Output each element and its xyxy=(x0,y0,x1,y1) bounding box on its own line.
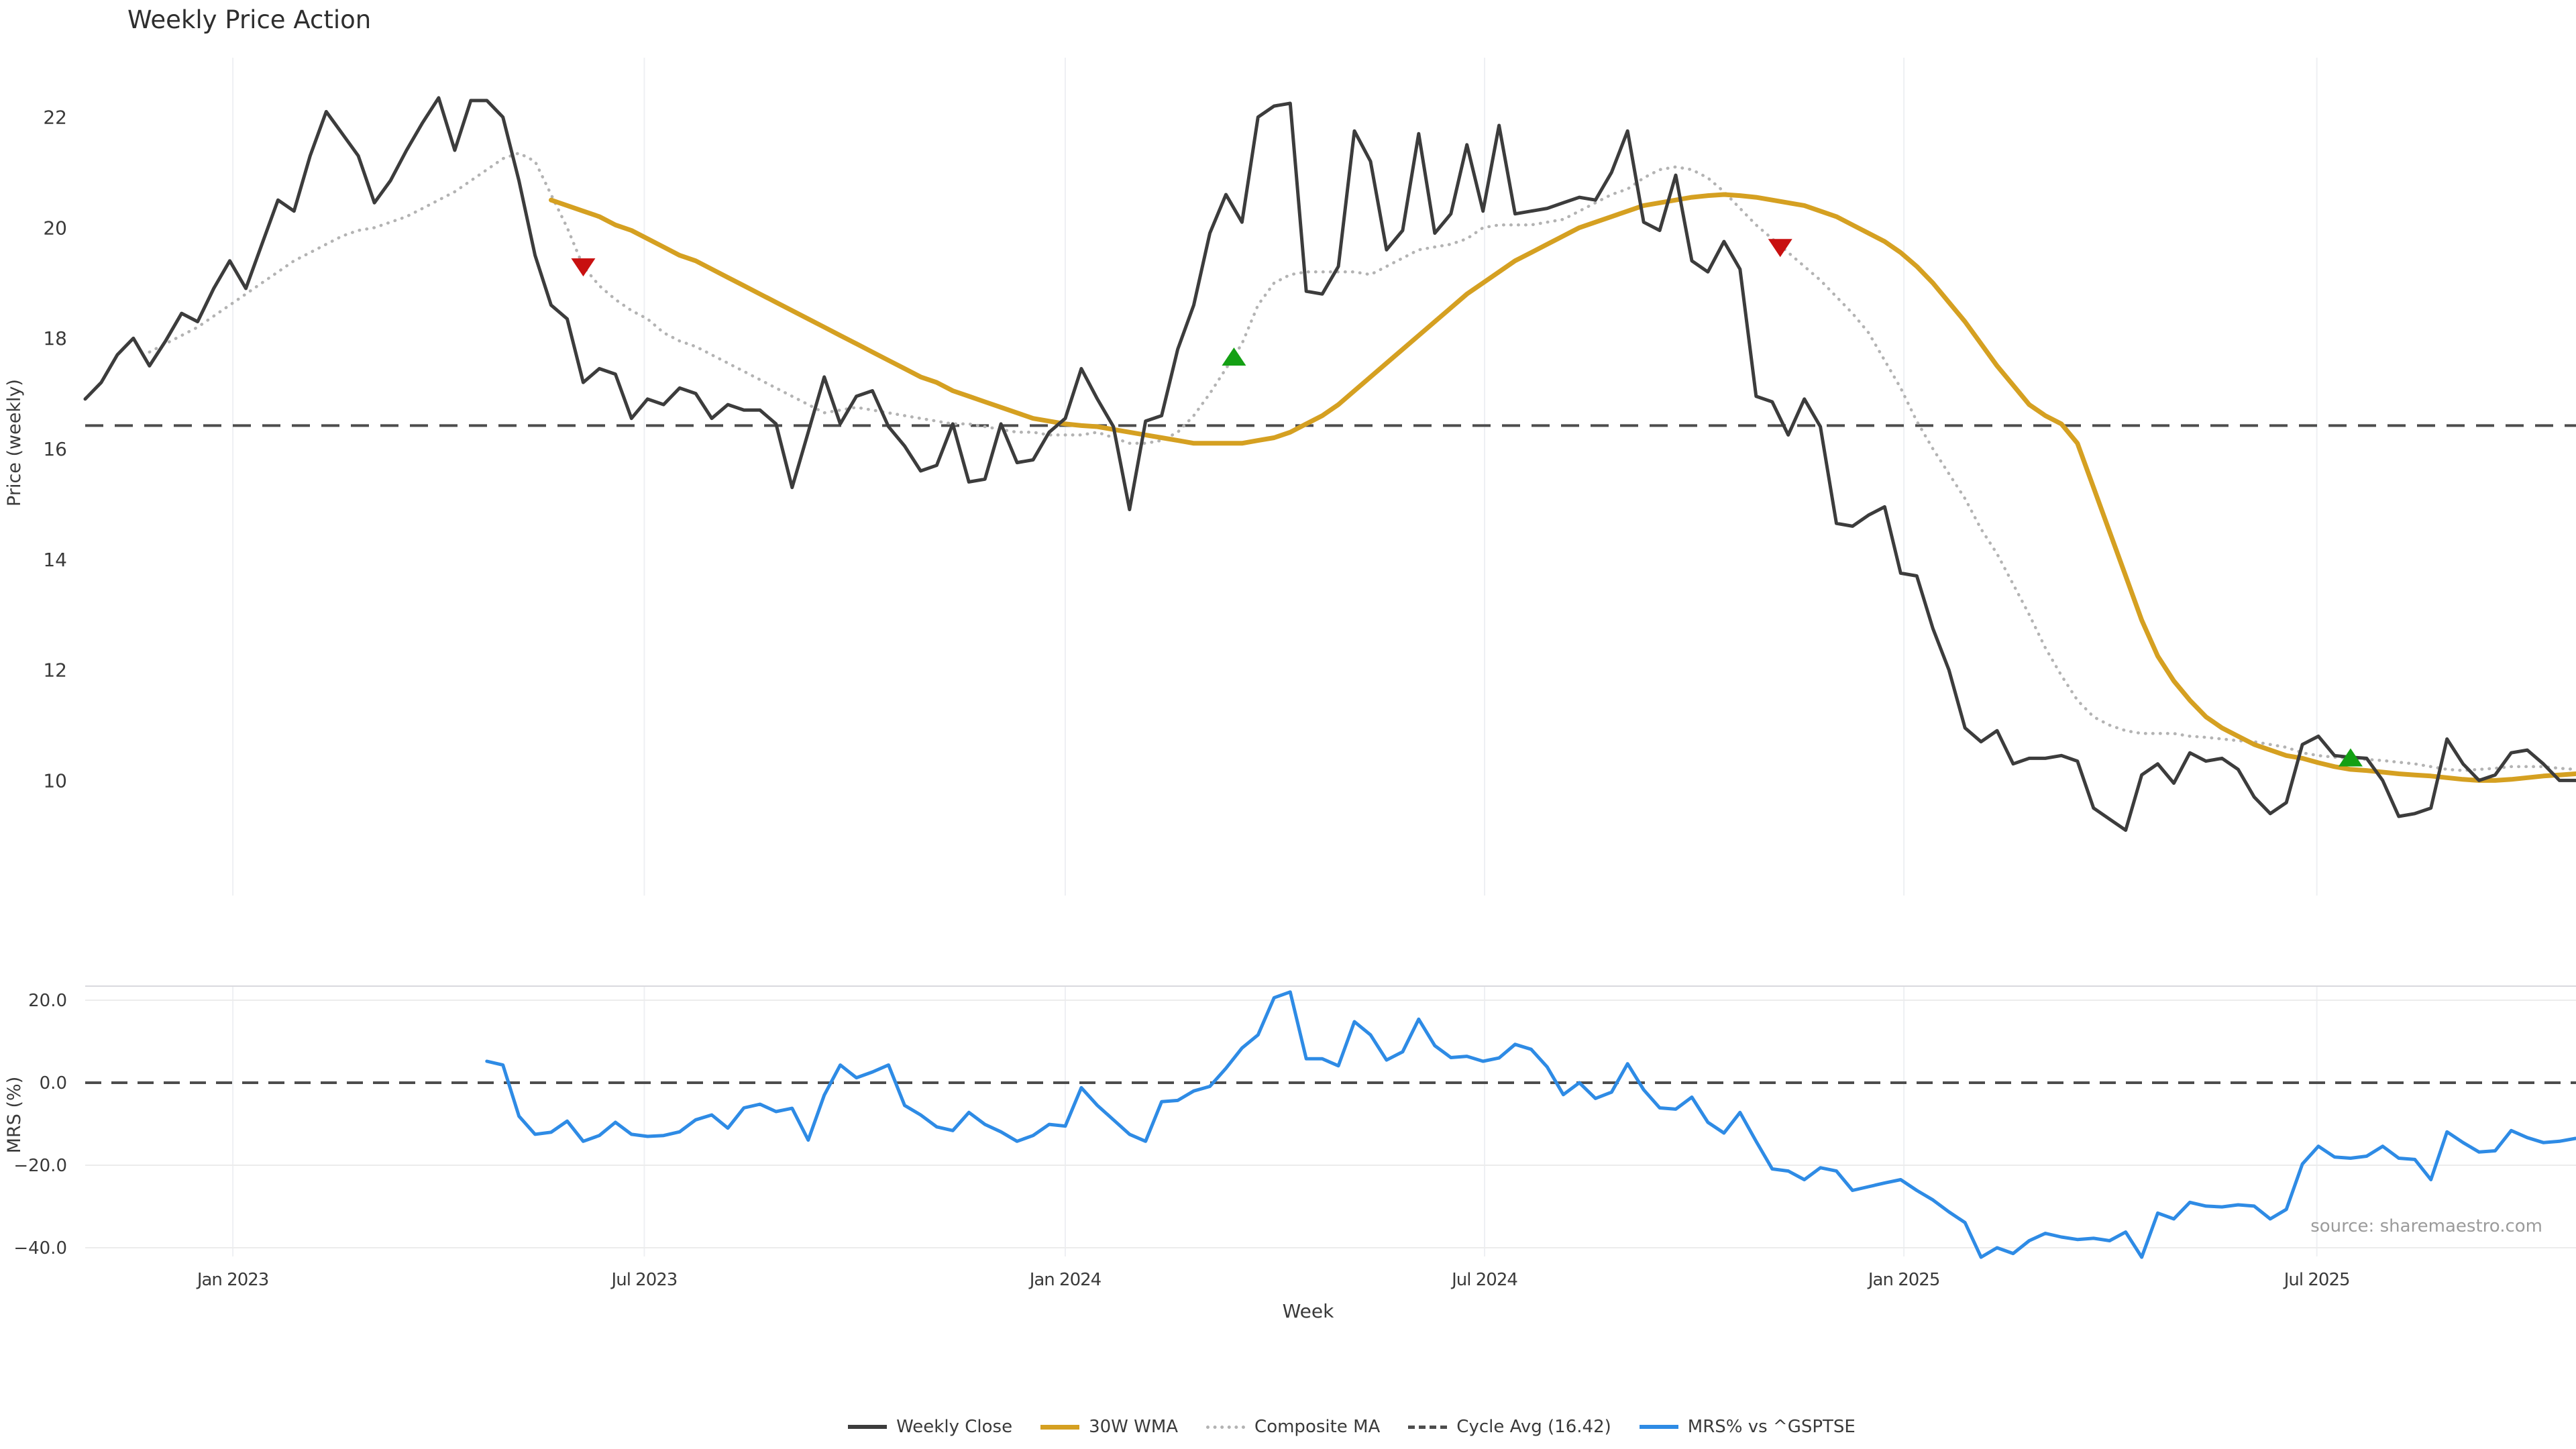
legend-item-cycle-avg: Cycle Avg (16.42) xyxy=(1408,1417,1611,1437)
mrs-line xyxy=(485,990,2576,1259)
x-tick-label: Jul 2025 xyxy=(2283,1270,2350,1290)
wma-line-swatch-icon xyxy=(1040,1424,1080,1430)
price-ytick-label: 10 xyxy=(43,769,67,792)
legend-label: Cycle Avg (16.42) xyxy=(1456,1417,1611,1437)
sell-signal-marker-icon xyxy=(1768,239,1792,258)
legend-label: Weekly Close xyxy=(896,1417,1013,1437)
legend-label: MRS% vs ^GSPTSE xyxy=(1687,1417,1856,1437)
weekly-close-line xyxy=(83,96,2576,833)
legend-label: 30W WMA xyxy=(1089,1417,1179,1437)
mrs-ytick-label: 0.0 xyxy=(40,1073,67,1093)
legend-item-mrs: MRS% vs ^GSPTSE xyxy=(1639,1417,1856,1437)
source-annotation: source: sharemaestro.com xyxy=(2310,1216,2542,1236)
chart-title: Weekly Price Action xyxy=(127,5,372,34)
buy-signal-marker-icon xyxy=(1222,347,1246,366)
price-ytick-label: 14 xyxy=(43,549,67,571)
mrs-ytick-label: 20.0 xyxy=(28,991,67,1011)
composite-ma-swatch-icon xyxy=(1206,1425,1246,1429)
x-axis-label: Week xyxy=(1283,1300,1334,1322)
x-tick-label: Jan 2024 xyxy=(1028,1270,1102,1290)
mrs-line-swatch-icon xyxy=(1639,1425,1678,1429)
mrs-ytick-label: −20.0 xyxy=(13,1156,67,1176)
x-tick-label: Jan 2025 xyxy=(1867,1270,1940,1290)
price-ytick-label: 12 xyxy=(43,659,67,682)
sell-signal-marker-icon xyxy=(571,258,596,277)
price-ytick-label: 18 xyxy=(43,327,67,350)
mrs-axis-label: MRS (%) xyxy=(4,1077,25,1154)
weekly-close-line-swatch-icon xyxy=(848,1425,888,1429)
price-ytick-label: 22 xyxy=(43,107,67,129)
legend-item-30w-wma: 30W WMA xyxy=(1040,1417,1178,1437)
x-tick-label: Jul 2024 xyxy=(1450,1270,1517,1290)
price-ytick-label: 20 xyxy=(43,217,67,239)
legend-item-weekly-close: Weekly Close xyxy=(848,1417,1012,1437)
x-tick-label: Jul 2023 xyxy=(610,1270,678,1290)
cycle-avg-swatch-icon xyxy=(1408,1425,1448,1429)
legend-item-composite-ma: Composite MA xyxy=(1206,1417,1380,1437)
mrs-ytick-label: −40.0 xyxy=(13,1238,67,1258)
price-axis-label: Price (weekly) xyxy=(4,379,25,506)
x-tick-label: Jan 2023 xyxy=(196,1270,269,1290)
wma-line xyxy=(549,192,2576,783)
legend-label: Composite MA xyxy=(1254,1417,1381,1437)
chart-legend: Weekly Close 30W WMA Composite MA Cycle … xyxy=(64,1417,2576,1437)
composite-ma-line xyxy=(148,151,2576,772)
price-ytick-label: 16 xyxy=(43,438,67,460)
buy-signal-marker-icon xyxy=(2338,748,2363,767)
